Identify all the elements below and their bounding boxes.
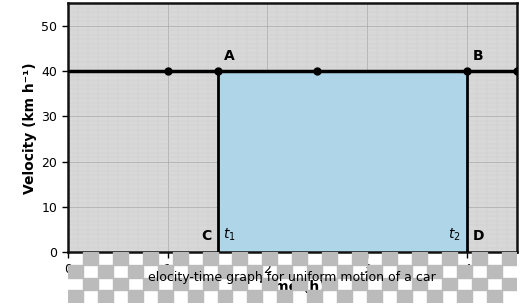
Bar [502,252,517,265]
Y-axis label: Velocity (km h⁻¹): Velocity (km h⁻¹) [23,62,37,194]
Bar [397,265,412,278]
Bar [382,278,397,290]
Bar [277,290,292,303]
Bar [173,252,187,265]
Text: A: A [223,49,234,63]
Bar [292,278,307,290]
Bar [472,278,487,290]
Bar [83,252,98,265]
Bar [218,265,232,278]
Bar [487,290,502,303]
Text: D: D [473,230,484,243]
Bar [187,290,203,303]
Bar [352,278,367,290]
Bar [98,265,113,278]
Bar [322,278,337,290]
Bar [68,290,83,303]
Bar [412,252,427,265]
Bar [502,278,517,290]
Text: C: C [201,230,211,243]
Bar [442,252,457,265]
Bar [143,278,158,290]
Bar [173,278,187,290]
Bar [158,290,173,303]
Bar [128,265,143,278]
Bar [203,278,218,290]
Bar [382,252,397,265]
Bar [158,265,173,278]
Bar [203,252,218,265]
Bar [307,290,322,303]
Bar [307,265,322,278]
Bar [98,290,113,303]
Bar [442,278,457,290]
Bar [427,265,442,278]
Text: $t_1$: $t_1$ [223,227,236,243]
Bar [143,252,158,265]
Bar [232,252,247,265]
Bar [367,290,382,303]
Bar [472,252,487,265]
Bar [232,278,247,290]
Text: $t_2$: $t_2$ [448,227,461,243]
Bar [337,290,352,303]
Bar [113,278,128,290]
Bar [412,278,427,290]
Bar [367,265,382,278]
Bar [322,252,337,265]
Bar [263,278,277,290]
Bar [337,265,352,278]
Bar [277,265,292,278]
Bar [352,252,367,265]
Bar [263,252,277,265]
Bar [427,290,442,303]
Bar [83,278,98,290]
Bar [397,290,412,303]
Bar [128,290,143,303]
Bar [113,252,128,265]
Text: B: B [473,49,483,63]
Bar [487,265,502,278]
Bar [247,265,263,278]
Bar [247,290,263,303]
Bar [292,252,307,265]
Bar [218,290,232,303]
Bar [457,265,472,278]
Bar [187,265,203,278]
Text: elocity-time graph for uniform motion of a car: elocity-time graph for uniform motion of… [148,271,436,284]
Bar [68,265,83,278]
Bar [457,290,472,303]
X-axis label: Time (h): Time (h) [259,280,325,294]
